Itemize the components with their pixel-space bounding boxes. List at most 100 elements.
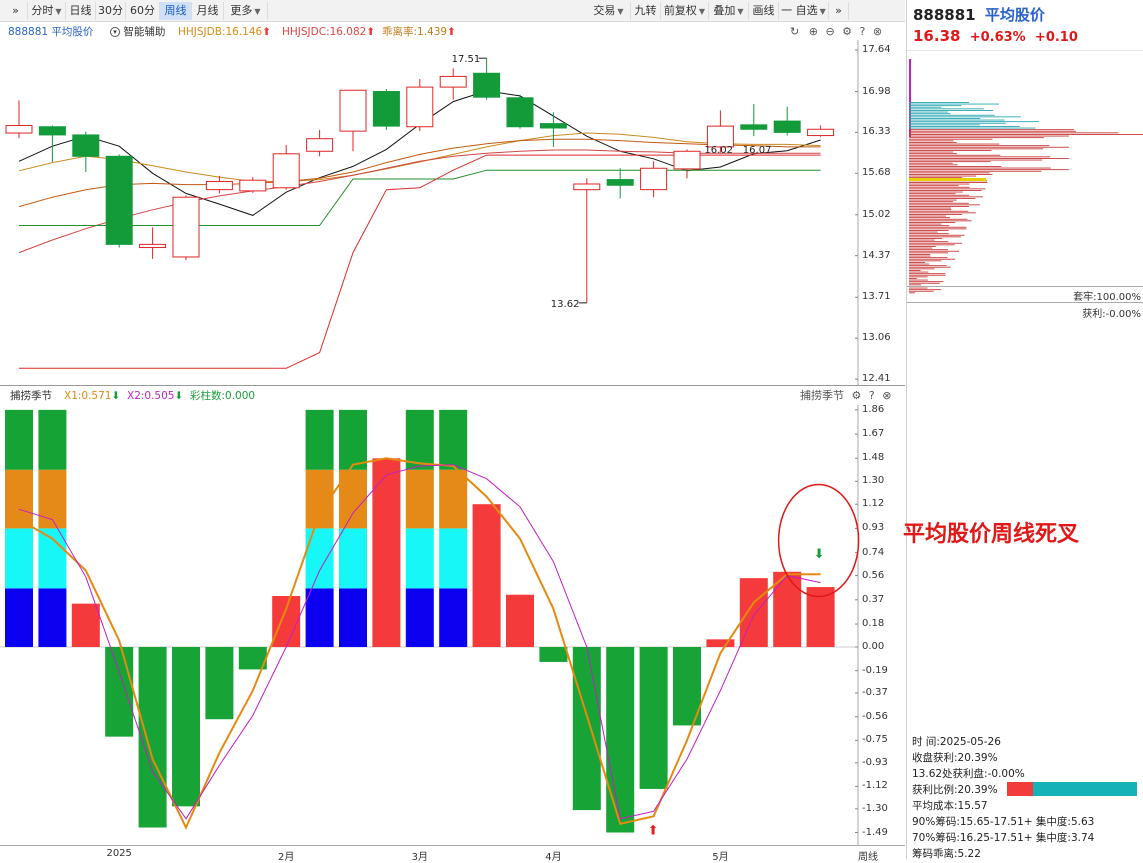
- chip-bar: [909, 210, 969, 212]
- chevron-down-icon: ▼: [617, 7, 624, 16]
- chip-bar: [909, 201, 954, 203]
- toolbar-label: 分时: [31, 4, 54, 17]
- toolbar-right-item-4[interactable]: 画线: [749, 2, 779, 20]
- chevron-down-icon: ▼: [254, 7, 261, 16]
- zoom-out-icon[interactable]: ⊖: [825, 25, 835, 38]
- close-icon[interactable]: ⊗: [882, 389, 892, 402]
- refresh-icon[interactable]: ↻: [790, 25, 800, 38]
- settings-icon[interactable]: ⚙: [851, 389, 862, 402]
- toolbar-label: »: [835, 4, 842, 17]
- candle-body: [539, 123, 567, 129]
- chip-bar: [909, 252, 949, 254]
- toolbar-item-4[interactable]: 60分: [126, 2, 160, 20]
- chip-bar: [909, 167, 1051, 169]
- chip-distribution-chart[interactable]: [907, 55, 1143, 305]
- toolbar-item-0[interactable]: »: [4, 2, 28, 20]
- stacked-bar-segment: [305, 409, 334, 470]
- toolbar-right-item-2[interactable]: 前复权 ▼: [661, 2, 709, 20]
- zoom-in-icon[interactable]: ⊕: [808, 25, 818, 38]
- help-icon[interactable]: ?: [859, 25, 866, 38]
- negative-bar: [673, 647, 701, 726]
- sub-indicator-title[interactable]: 捕捞季节: [800, 389, 844, 402]
- close-icon[interactable]: ⊗: [872, 25, 883, 38]
- smart-assist-toggle[interactable]: ▾ 智能辅助: [110, 23, 165, 41]
- help-icon[interactable]: ?: [868, 389, 875, 402]
- crossing-label-b: 16.07: [743, 145, 772, 156]
- indicator-bar-chart[interactable]: ⬆⬇: [0, 405, 905, 845]
- sub-y-tick-label: -0.93: [862, 756, 888, 768]
- sub-chart-controls: 捕捞季节 ⚙ ? ⊗: [800, 387, 891, 405]
- sub-chart-header: 捕捞季节 X1:0.571⬇ X2:0.505⬇ 彩柱数:0.000 捕捞季节 …: [0, 387, 905, 405]
- toolbar-right-item-3[interactable]: 叠加 ▼: [709, 2, 749, 20]
- toolbar-right-item-5[interactable]: 一 自选 ▼: [779, 2, 829, 20]
- chip-bar: [909, 175, 977, 177]
- candle-body: [807, 128, 835, 137]
- sub-y-tick-label: 0.74: [862, 546, 885, 558]
- chip-bar: [909, 249, 948, 251]
- stacked-bar-segment: [38, 528, 67, 589]
- stacked-bar-segment: [38, 409, 67, 470]
- toolbar-label: 九转: [634, 4, 657, 17]
- settings-icon[interactable]: ⚙: [842, 25, 853, 38]
- candle-body: [339, 89, 367, 132]
- chart-toolbar: » 分时 ▼ 日线 30分 60分 周线 月线 更多 ▼ 交易 ▼ 九转 前复权 ▼ 叠加 ▼ 画线一 自选 ▼»: [0, 0, 905, 22]
- sub-y-tick-label: 0.93: [862, 522, 885, 534]
- candlestick-chart[interactable]: 17.51 13.62 16.02 16.07: [0, 40, 905, 385]
- sub-y-tick-label: -1.49: [862, 826, 888, 838]
- toolbar-item-7[interactable]: 更多 ▼: [224, 2, 268, 20]
- sub-indicator-name[interactable]: 捕捞季节: [10, 390, 52, 402]
- stat-row: 获利比例:20.39%: [912, 784, 998, 796]
- negative-bar: [238, 647, 267, 670]
- stock-code-name[interactable]: 888881 平均股价: [8, 26, 94, 38]
- candle-body: [606, 179, 634, 186]
- candle-body: [239, 179, 267, 192]
- chip-bar: [909, 145, 1050, 147]
- toolbar-right-item-6[interactable]: »: [829, 2, 849, 20]
- change-percent: +0.63%: [969, 30, 1026, 45]
- chip-bar: [909, 119, 1005, 121]
- stock-code: 888881: [913, 6, 976, 24]
- chip-bar: [909, 268, 935, 270]
- chip-bar: [909, 254, 931, 255]
- chip-bar: [909, 206, 969, 207]
- negative-bar: [606, 647, 635, 833]
- x-axis: [0, 845, 905, 859]
- candle-body: [773, 120, 801, 133]
- toolbar-label: 前复权: [663, 4, 697, 17]
- chip-bar: [909, 239, 935, 241]
- chip-bar: [909, 116, 1021, 118]
- sub-y-tick-label: 0.00: [862, 641, 885, 652]
- divider: [907, 302, 1143, 303]
- stacked-bar-segment: [5, 588, 33, 647]
- chip-bar: [909, 242, 963, 244]
- stacked-bar-segment: [439, 409, 468, 470]
- chip-bar: [909, 217, 951, 219]
- toolbar-item-6[interactable]: 月线: [192, 2, 224, 20]
- chip-bar: [909, 246, 936, 247]
- stat-row: 90%筹码:15.65-17.51+ 集中度:5.63: [912, 816, 1095, 828]
- x-tick-label: 5月: [712, 852, 729, 863]
- sub-y-tick-label: -0.75: [862, 734, 888, 746]
- x-tick-label: 2月: [278, 852, 295, 863]
- toolbar-item-5[interactable]: 周线: [160, 2, 192, 20]
- sub-y-tick-label: -0.56: [862, 710, 888, 722]
- toolbar-right-item-1[interactable]: 九转: [631, 2, 661, 20]
- chip-bar: [909, 244, 955, 246]
- chip-bar: [909, 263, 930, 265]
- toolbar-item-1[interactable]: 分时 ▼: [28, 2, 66, 20]
- toolbar-item-3[interactable]: 30分: [96, 2, 126, 20]
- stacked-bar-segment: [5, 409, 33, 470]
- profit-ratio-bar-teal: [1033, 782, 1137, 796]
- toolbar-item-2[interactable]: 日线: [66, 2, 96, 20]
- high-price-label: 17.51: [452, 54, 481, 65]
- chip-bar: [909, 218, 968, 220]
- period-label: 周线: [858, 852, 878, 863]
- candle-body: [473, 72, 501, 98]
- arrow-down-icon: ⬇: [174, 390, 184, 402]
- chip-bar: [909, 276, 928, 278]
- pane-divider[interactable]: [0, 385, 905, 386]
- toolbar-right-item-0[interactable]: 交易 ▼: [587, 2, 631, 20]
- toolbar-label: 30分: [98, 4, 123, 17]
- chip-bar: [909, 134, 1143, 135]
- chip-bar: [909, 170, 1042, 172]
